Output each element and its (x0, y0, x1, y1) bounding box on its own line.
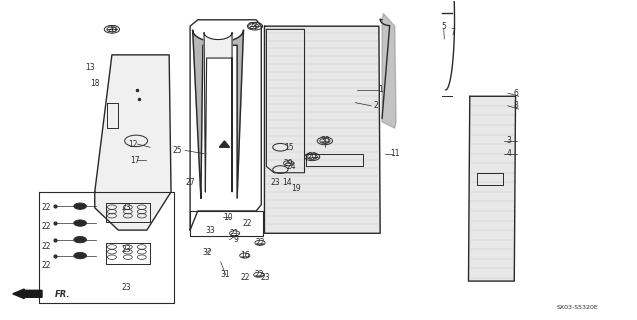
Text: 22: 22 (255, 238, 265, 247)
Text: 12: 12 (128, 140, 138, 148)
Polygon shape (95, 55, 171, 230)
Text: 13: 13 (85, 63, 94, 72)
Text: 18: 18 (90, 79, 99, 88)
Text: 19: 19 (291, 184, 301, 193)
Text: 29: 29 (284, 159, 294, 168)
Text: 2: 2 (373, 101, 378, 110)
Text: 1: 1 (378, 85, 383, 94)
Polygon shape (219, 141, 229, 147)
Text: 30: 30 (320, 136, 330, 145)
Text: 23: 23 (271, 178, 280, 187)
Text: 25: 25 (173, 146, 182, 155)
Text: 7: 7 (451, 28, 455, 37)
Text: 23: 23 (122, 283, 131, 292)
Text: 20: 20 (307, 152, 317, 161)
Polygon shape (382, 13, 396, 128)
Text: 22: 22 (41, 261, 51, 270)
Text: FR.: FR. (55, 290, 70, 299)
Polygon shape (192, 30, 243, 198)
Text: 6: 6 (513, 89, 518, 98)
Text: 33: 33 (206, 226, 215, 235)
Text: 22: 22 (243, 219, 252, 228)
Text: 24: 24 (287, 162, 297, 171)
Circle shape (74, 236, 87, 243)
Text: 26: 26 (107, 25, 117, 34)
Text: 17: 17 (131, 156, 140, 164)
Text: 9: 9 (233, 235, 238, 244)
Text: 23: 23 (261, 273, 270, 282)
Text: 14: 14 (282, 178, 292, 187)
Text: 16: 16 (240, 251, 250, 260)
Text: 23: 23 (122, 203, 131, 212)
Text: 11: 11 (390, 149, 399, 158)
Circle shape (74, 203, 87, 209)
Text: 21: 21 (230, 229, 240, 238)
Text: 15: 15 (285, 143, 294, 152)
Polygon shape (204, 33, 232, 192)
Polygon shape (468, 96, 515, 281)
Text: 10: 10 (223, 213, 233, 222)
Text: 31: 31 (221, 270, 231, 279)
Text: 27: 27 (185, 178, 195, 187)
Text: 28: 28 (249, 22, 259, 31)
Text: 32: 32 (203, 248, 212, 257)
Text: 22: 22 (41, 222, 51, 231)
Circle shape (74, 220, 87, 226)
Text: 22: 22 (254, 270, 264, 279)
Circle shape (74, 252, 87, 259)
Text: 8: 8 (513, 101, 518, 110)
Text: 22: 22 (41, 242, 51, 251)
Text: 5: 5 (441, 22, 446, 31)
Text: 23: 23 (122, 245, 131, 254)
Text: 22: 22 (41, 203, 51, 212)
FancyArrow shape (13, 289, 42, 299)
Text: 22: 22 (240, 273, 250, 282)
Text: 4: 4 (507, 149, 512, 158)
Polygon shape (264, 26, 380, 233)
Text: SX03-S5320E: SX03-S5320E (556, 305, 598, 310)
Text: 3: 3 (507, 136, 512, 145)
